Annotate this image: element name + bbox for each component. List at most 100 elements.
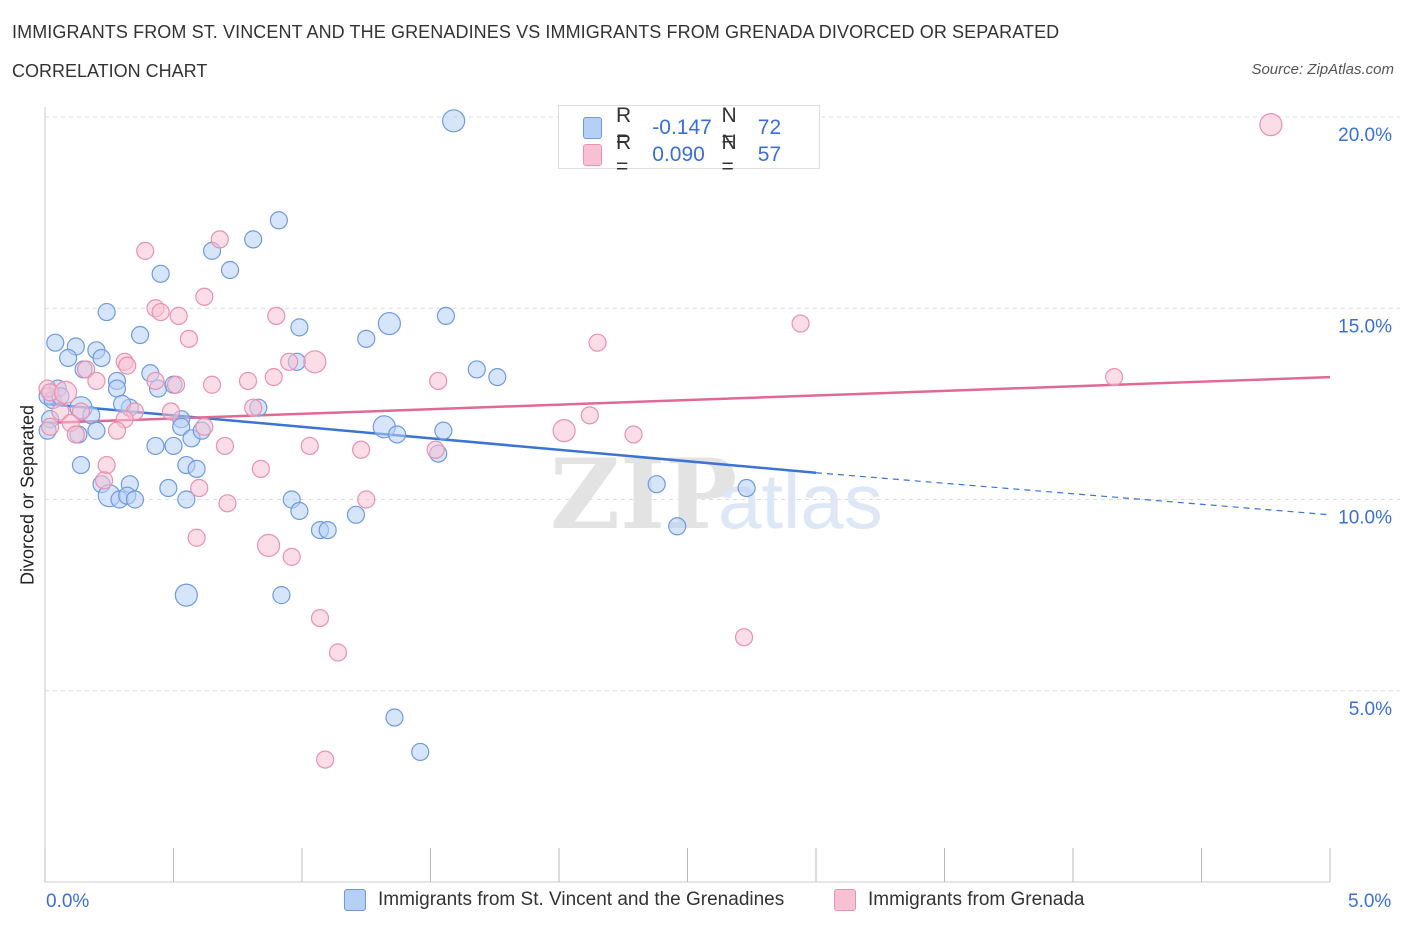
point-stvincent <box>71 455 91 475</box>
point-grenada <box>251 459 270 478</box>
point-grenada <box>71 402 91 421</box>
point-stvincent <box>272 586 291 605</box>
point-stvincent <box>146 436 165 456</box>
point-stvincent <box>151 264 170 283</box>
point-stvincent <box>220 260 240 280</box>
n-label: N = <box>721 131 737 178</box>
point-grenada <box>1259 113 1283 137</box>
point-grenada <box>107 421 127 440</box>
point-grenada <box>357 490 376 509</box>
watermark-zip: ZIP <box>550 438 737 551</box>
point-grenada <box>310 608 330 628</box>
point-stvincent <box>174 583 198 607</box>
point-grenada <box>215 436 234 456</box>
blue-swatch <box>583 117 602 139</box>
point-stvincent <box>488 368 507 387</box>
r-value-blue: -0.147 <box>652 116 712 139</box>
point-grenada <box>51 402 70 421</box>
point-stvincent <box>187 459 206 478</box>
chart-subtitle: CORRELATION CHART <box>12 61 208 81</box>
point-grenada <box>264 368 283 387</box>
point-grenada <box>328 643 348 662</box>
point-grenada <box>190 478 209 498</box>
point-stvincent <box>467 360 486 379</box>
y-tick-label: 15.0% <box>1338 316 1392 337</box>
legend-label-pink: Immigrants from Grenada <box>868 889 1085 910</box>
point-grenada <box>87 371 106 391</box>
point-grenada <box>352 440 371 459</box>
axes <box>44 107 1331 883</box>
trend-line-stvincent-projection <box>815 472 1331 516</box>
point-stvincent <box>668 517 687 536</box>
point-stvincent <box>387 425 407 444</box>
stats-legend: R = -0.147 N = 72 R = 0.090 N = 57 <box>558 104 820 178</box>
x-tick-max: 5.0% <box>1348 891 1392 912</box>
point-grenada <box>210 230 229 249</box>
point-stvincent <box>357 329 376 348</box>
point-grenada <box>280 352 299 371</box>
legend-swatch-blue <box>344 889 366 911</box>
point-grenada <box>187 528 206 547</box>
point-grenada <box>41 417 60 436</box>
point-grenada <box>256 533 281 558</box>
point-grenada <box>734 628 754 647</box>
legend-swatch-pink <box>834 889 856 911</box>
y-tick-label: 5.0% <box>1349 699 1392 720</box>
point-stvincent <box>244 230 263 249</box>
point-stvincent <box>411 742 430 762</box>
point-grenada <box>244 398 263 417</box>
point-grenada <box>161 402 181 421</box>
point-stvincent <box>46 333 65 352</box>
point-grenada <box>66 425 85 444</box>
chart-title: IMMIGRANTS FROM ST. VINCENT AND THE GREN… <box>12 22 1060 42</box>
point-grenada <box>146 371 165 391</box>
source-label: Source: ZipAtlas.com <box>1251 61 1394 78</box>
n-label: N = <box>721 104 737 151</box>
point-grenada <box>166 375 186 394</box>
point-grenada <box>136 241 155 260</box>
point-stvincent <box>442 109 466 133</box>
point-stvincent <box>385 708 404 727</box>
n-value-blue: 72 <box>757 116 782 139</box>
point-grenada <box>195 287 214 306</box>
point-grenada <box>282 547 301 566</box>
point-stvincent <box>59 348 78 368</box>
point-grenada <box>77 360 96 379</box>
point-stvincent <box>92 348 111 368</box>
point-stvincent <box>434 421 453 440</box>
stats-row-blue: R = -0.147 N = 72 <box>583 104 819 151</box>
point-grenada <box>316 750 335 769</box>
legend-item-blue[interactable]: Immigrants from St. Vincent and the Gren… <box>344 889 784 911</box>
point-grenada <box>552 419 576 443</box>
trend-line-grenada <box>44 375 1331 425</box>
r-label: R = <box>616 131 632 178</box>
point-stvincent <box>164 436 183 456</box>
point-grenada <box>95 471 114 490</box>
y-axis-label: Divorced or Separated <box>17 404 38 586</box>
grid-lines <box>45 116 1400 692</box>
r-label: R = <box>616 104 632 151</box>
point-grenada <box>97 455 116 475</box>
n-value-pink: 57 <box>757 143 782 166</box>
point-grenada <box>202 375 222 394</box>
point-stvincent <box>159 478 178 498</box>
point-grenada <box>151 302 170 322</box>
point-grenada <box>303 350 327 374</box>
point-grenada <box>580 406 599 425</box>
point-stvincent <box>290 318 309 337</box>
y-tick-label: 10.0% <box>1338 508 1392 529</box>
point-stvincent <box>647 475 666 494</box>
point-stvincent <box>346 505 366 524</box>
legend-label-blue: Immigrants from St. Vincent and the Gren… <box>378 889 785 910</box>
point-grenada <box>53 380 78 404</box>
point-grenada <box>624 425 643 444</box>
point-grenada <box>426 440 445 459</box>
pink-swatch <box>583 144 602 166</box>
point-grenada <box>791 314 810 333</box>
point-stvincent <box>290 501 309 521</box>
point-stvincent <box>97 302 116 322</box>
x-tick-min: 0.0% <box>46 891 90 912</box>
point-stvincent <box>269 211 288 230</box>
legend-item-pink[interactable]: Immigrants from Grenada <box>834 889 1084 911</box>
